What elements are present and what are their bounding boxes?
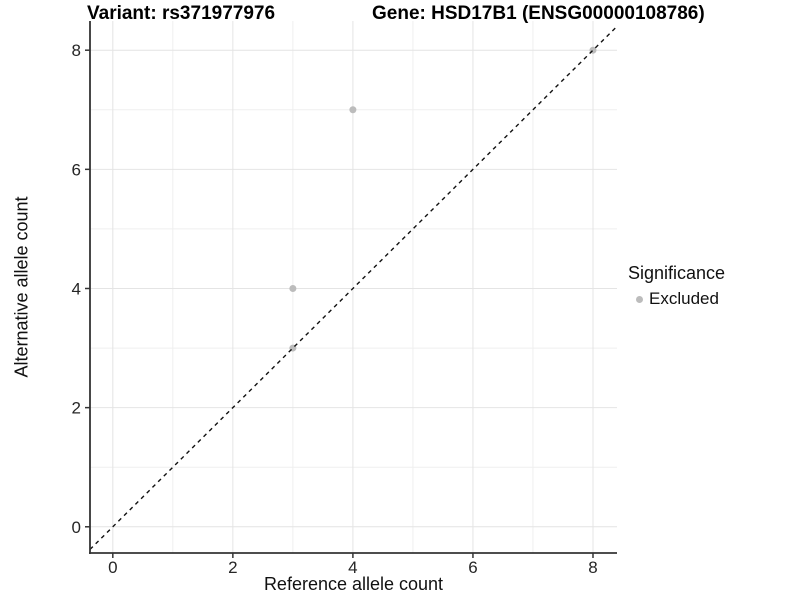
data-point — [289, 284, 297, 292]
x-tick-label: 6 — [468, 558, 477, 577]
y-tick-label: 8 — [72, 41, 81, 60]
x-tick-label: 8 — [588, 558, 597, 577]
y-tick-label: 0 — [72, 518, 81, 537]
legend-item-label: Excluded — [649, 289, 719, 308]
y-tick-label: 2 — [72, 399, 81, 418]
x-tick-label: 0 — [108, 558, 117, 577]
plot-title-gene: Gene: HSD17B1 (ENSG00000108786) — [372, 3, 705, 24]
y-tick-label: 4 — [72, 279, 81, 298]
legend-title: Significance — [628, 263, 726, 283]
plot-title-variant: Variant: rs371977976 — [87, 3, 276, 24]
legend: Significance Excluded — [628, 263, 725, 309]
legend-item: Excluded — [628, 289, 725, 309]
legend-point-icon — [636, 295, 643, 303]
x-tick-label: 2 — [228, 558, 237, 577]
data-point — [349, 106, 357, 114]
y-tick-label: 6 — [72, 160, 81, 179]
x-axis-title: Reference allele count — [263, 574, 444, 594]
y-axis-title: Alternative allele count — [11, 196, 32, 378]
identity-line — [89, 25, 618, 550]
x-tick-label: 4 — [348, 558, 357, 577]
